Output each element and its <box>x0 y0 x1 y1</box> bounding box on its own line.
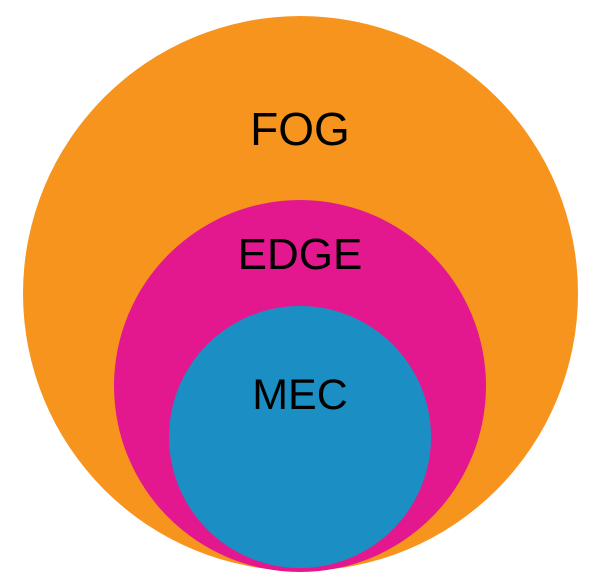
mec-label: MEC <box>252 371 348 420</box>
mec-circle: MEC <box>169 306 431 568</box>
fog-label: FOG <box>250 102 350 156</box>
edge-label: EDGE <box>238 230 363 280</box>
venn-diagram: FOG EDGE MEC <box>20 12 580 572</box>
